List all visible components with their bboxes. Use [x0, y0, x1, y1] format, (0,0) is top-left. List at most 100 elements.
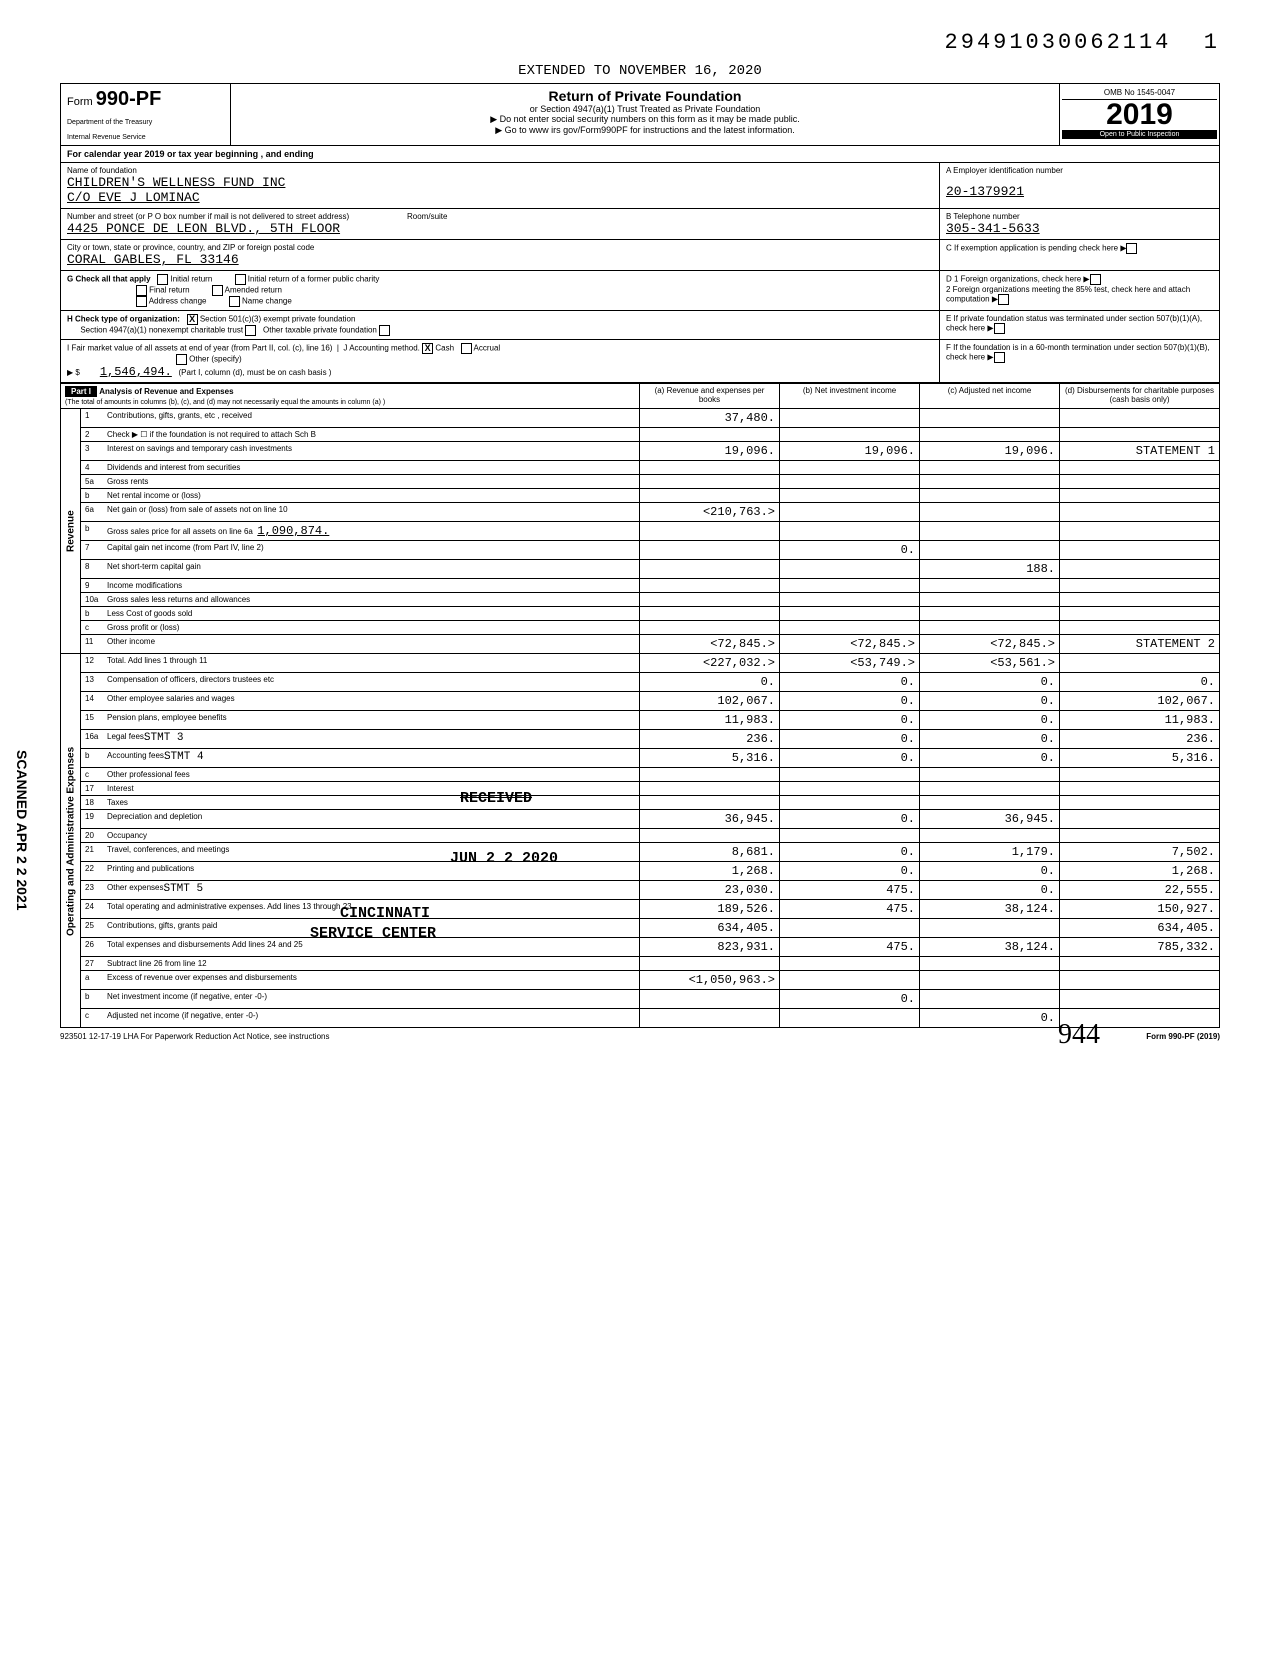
- identity-grid: Name of foundation CHILDREN'S WELLNESS F…: [60, 163, 1220, 271]
- amount-cell: 634,405.: [640, 919, 780, 938]
- amount-cell: <227,032.>: [640, 654, 780, 673]
- row-description: 17Interest: [81, 782, 640, 796]
- received-date-stamp: JUN 2 2 2020: [450, 850, 558, 867]
- amount-cell: 38,124.: [920, 938, 1060, 957]
- amount-cell: 785,332.: [1060, 938, 1220, 957]
- amount-cell: [640, 829, 780, 843]
- row-description: 6aNet gain or (loss) from sale of assets…: [81, 503, 640, 522]
- amount-cell: [920, 990, 1060, 1009]
- amount-cell: 188.: [920, 560, 1060, 579]
- amount-cell: 236.: [1060, 730, 1220, 749]
- row-description: 23Other expensesSTMT 5: [81, 881, 640, 900]
- row-description: 20Occupancy: [81, 829, 640, 843]
- amount-cell: 150,927.: [1060, 900, 1220, 919]
- checkbox-cash[interactable]: X: [422, 343, 433, 354]
- amount-cell: 36,945.: [920, 810, 1060, 829]
- amount-cell: [1060, 990, 1220, 1009]
- amount-cell: [920, 593, 1060, 607]
- amount-cell: [1060, 428, 1220, 442]
- amount-cell: 11,983.: [640, 711, 780, 730]
- row-description: 11Other income: [81, 635, 640, 654]
- amount-cell: 37,480.: [640, 409, 780, 428]
- amount-cell: 11,983.: [1060, 711, 1220, 730]
- amount-cell: 0.: [780, 749, 920, 768]
- table-row: 24Total operating and administrative exp…: [61, 900, 1220, 919]
- amount-cell: [920, 919, 1060, 938]
- row-description: bAccounting feesSTMT 4: [81, 749, 640, 768]
- checkbox-exempt[interactable]: [1126, 243, 1137, 254]
- table-row: 4Dividends and interest from securities: [61, 461, 1220, 475]
- amount-cell: 189,526.: [640, 900, 780, 919]
- row-description: 18Taxes: [81, 796, 640, 810]
- amount-cell: [920, 768, 1060, 782]
- row-description: 5aGross rents: [81, 475, 640, 489]
- part1-table: Part I Analysis of Revenue and Expenses …: [60, 383, 1220, 1028]
- amount-cell: [920, 461, 1060, 475]
- amount-cell: <210,763.>: [640, 503, 780, 522]
- form-number-box: Form 990-PF Department of the Treasury I…: [61, 84, 231, 145]
- amount-cell: [780, 475, 920, 489]
- amount-cell: <72,845.>: [640, 635, 780, 654]
- amount-cell: <1,050,963.>: [640, 971, 780, 990]
- amount-cell: 475.: [780, 900, 920, 919]
- amount-cell: [920, 428, 1060, 442]
- row-description: 27Subtract line 26 from line 12: [81, 957, 640, 971]
- amount-cell: [640, 1009, 780, 1028]
- amount-cell: 1,268.: [1060, 862, 1220, 881]
- amount-cell: [640, 489, 780, 503]
- amount-cell: [780, 461, 920, 475]
- row-description: bNet rental income or (loss): [81, 489, 640, 503]
- amount-cell: [640, 990, 780, 1009]
- amount-cell: 102,067.: [1060, 692, 1220, 711]
- expenses-side-label: Operating and Administrative Expenses: [61, 654, 81, 1028]
- amount-cell: 0.: [780, 541, 920, 560]
- amount-cell: [780, 768, 920, 782]
- amount-cell: 5,316.: [1060, 749, 1220, 768]
- amount-cell: 8,681.: [640, 843, 780, 862]
- form-page: 29491030062114 1 EXTENDED TO NOVEMBER 16…: [60, 30, 1220, 1041]
- amount-cell: [780, 796, 920, 810]
- checkbox-501c3[interactable]: X: [187, 314, 198, 325]
- table-row: Revenue1Contributions, gifts, grants, et…: [61, 409, 1220, 428]
- phone-cell: B Telephone number 305-341-5633: [939, 209, 1219, 240]
- amount-cell: 0.: [640, 673, 780, 692]
- omb-year-box: OMB No 1545-0047 2019 Open to Public Ins…: [1059, 84, 1219, 145]
- amount-cell: [1060, 810, 1220, 829]
- amount-cell: [780, 1009, 920, 1028]
- row-description: 10aGross sales less returns and allowanc…: [81, 593, 640, 607]
- amount-cell: [640, 541, 780, 560]
- amount-cell: [1060, 607, 1220, 621]
- city-cell: City or town, state or province, country…: [61, 240, 939, 271]
- amount-cell: 475.: [780, 938, 920, 957]
- amount-cell: [1060, 768, 1220, 782]
- amount-cell: [1060, 503, 1220, 522]
- table-row: 27Subtract line 26 from line 12: [61, 957, 1220, 971]
- amount-cell: STATEMENT 2: [1060, 635, 1220, 654]
- amount-cell: [780, 957, 920, 971]
- table-row: 22Printing and publications1,268.0.0.1,2…: [61, 862, 1220, 881]
- table-row: bAccounting feesSTMT 45,316.0.0.5,316.: [61, 749, 1220, 768]
- cincinnati-stamp: CINCINNATI: [340, 905, 430, 922]
- amount-cell: [920, 829, 1060, 843]
- amount-cell: [780, 607, 920, 621]
- amount-cell: [640, 782, 780, 796]
- amount-cell: 23,030.: [640, 881, 780, 900]
- table-row: cOther professional fees: [61, 768, 1220, 782]
- amount-cell: [780, 621, 920, 635]
- ein-cell: A Employer identification number 20-1379…: [939, 163, 1219, 209]
- amount-cell: 0.: [920, 862, 1060, 881]
- table-row: 20Occupancy: [61, 829, 1220, 843]
- amount-cell: [1060, 409, 1220, 428]
- amount-cell: [640, 768, 780, 782]
- amount-cell: 19,096.: [780, 442, 920, 461]
- row-description: 16aLegal feesSTMT 3: [81, 730, 640, 749]
- foundation-name-cell: Name of foundation CHILDREN'S WELLNESS F…: [61, 163, 939, 209]
- amount-cell: 36,945.: [640, 810, 780, 829]
- amount-cell: [780, 971, 920, 990]
- table-row: 8Net short-term capital gain188.: [61, 560, 1220, 579]
- amount-cell: [1060, 522, 1220, 541]
- amount-cell: [1060, 579, 1220, 593]
- row-description: bGross sales price for all assets on lin…: [81, 522, 640, 541]
- table-row: 11Other income<72,845.><72,845.><72,845.…: [61, 635, 1220, 654]
- amount-cell: [640, 475, 780, 489]
